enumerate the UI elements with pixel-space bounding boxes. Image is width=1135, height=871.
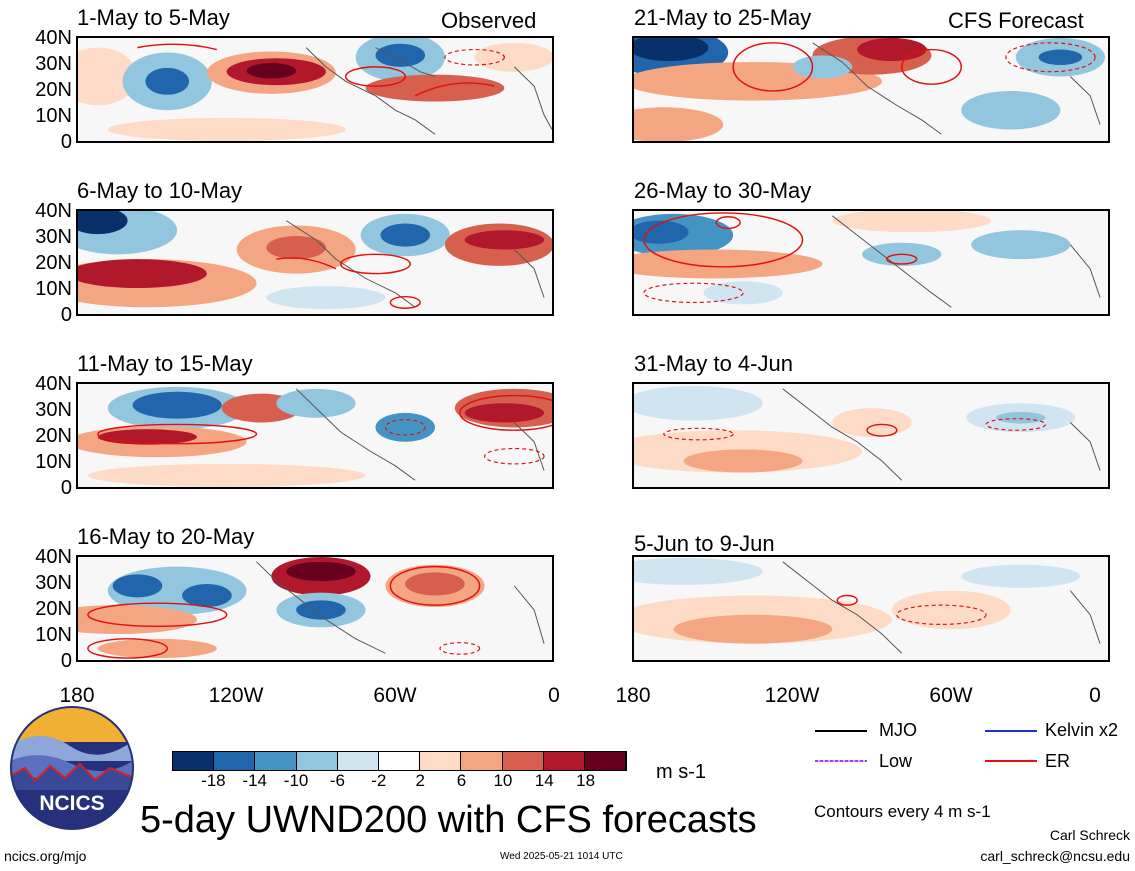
y-tick-label: 0 — [60, 477, 72, 499]
colorbar-tick-label: 18 — [576, 771, 596, 790]
y-tick-label: 30N — [35, 572, 72, 594]
colorbar-swatch — [461, 752, 503, 770]
colorbar-swatch — [502, 752, 544, 770]
forecast-tag: CFS Forecast — [948, 8, 1084, 33]
map-panel — [632, 209, 1110, 316]
x-tick-label: 180 — [59, 684, 95, 707]
colorbar-tick-label: -2 — [371, 771, 387, 790]
panel-title: 21-May to 25-May — [634, 5, 812, 30]
y-tick-label: 0 — [60, 131, 72, 153]
contour-note: Contours every 4 m s-1 — [814, 802, 991, 821]
colorbar-tick-label: 14 — [534, 771, 554, 790]
colorbar-tick-label: 2 — [415, 771, 425, 790]
panel-title: 26-May to 30-May — [634, 178, 812, 203]
y-tick-label: 0 — [60, 304, 72, 326]
logo-icon: NCICS — [10, 706, 134, 830]
colorbar-boxes — [172, 751, 627, 771]
colorbar-swatch — [296, 752, 338, 770]
colorbar-swatch — [420, 752, 462, 770]
x-tick-label: 120W — [208, 684, 264, 707]
wind-anomaly-field — [634, 211, 1108, 314]
wind-anomaly-field — [78, 557, 552, 660]
legend-swatch-low — [815, 760, 867, 762]
logo-text: NCICS — [39, 792, 104, 815]
x-tick-label: 0 — [548, 684, 560, 707]
panel-title: 11-May to 15-May — [77, 351, 253, 376]
colorbar-tick-label: -18 — [201, 771, 226, 790]
colorbar-swatch — [543, 752, 585, 770]
map-panel — [632, 36, 1110, 143]
panel-title: 1-May to 5-May — [77, 5, 230, 30]
wind-anomaly-field — [78, 38, 552, 141]
colorbar-tick-label: -6 — [329, 771, 346, 790]
colorbar-tick-label: -14 — [242, 771, 267, 790]
colorbar-swatch — [584, 752, 627, 770]
panel-title: 6-May to 10-May — [77, 178, 243, 203]
wind-anomaly-field — [78, 211, 552, 314]
wind-anomaly-field — [634, 557, 1108, 660]
colorbar-swatch — [214, 752, 256, 770]
wind-anomaly-field — [78, 384, 552, 487]
ncics-logo: NCICS — [10, 706, 134, 830]
source-url: ncics.org/mjo — [4, 848, 87, 864]
legend-swatch-mjo — [815, 730, 867, 732]
panel-title: 16-May to 20-May — [77, 524, 255, 549]
y-tick-label: 10N — [35, 278, 72, 300]
x-tick-label: 180 — [615, 684, 651, 707]
legend-swatch-er — [985, 760, 1037, 762]
wind-anomaly-field — [634, 38, 1108, 141]
legend-swatch-kelvin — [985, 730, 1037, 732]
colorbar-tick-label: -10 — [283, 771, 309, 790]
map-panel — [632, 555, 1110, 662]
y-tick-label: 40N — [35, 200, 72, 222]
y-tick-label: 10N — [35, 624, 72, 646]
map-panel — [76, 555, 554, 662]
timestamp: Wed 2025-05-21 1014 UTC — [500, 851, 623, 862]
y-tick-label: 30N — [35, 53, 72, 75]
colorbar-tick-label: 6 — [456, 771, 467, 790]
map-panel — [76, 209, 554, 316]
legend-label-mjo: MJO — [879, 720, 917, 740]
y-tick-label: 10N — [35, 105, 72, 127]
colorbar-units: m s-1 — [656, 761, 706, 783]
observed-tag: Observed — [441, 8, 537, 33]
author-email: carl_schreck@ncsu.edu — [980, 848, 1130, 864]
y-tick-label: 20N — [35, 252, 72, 274]
y-tick-label: 40N — [35, 373, 72, 395]
legend-label-low: Low — [879, 751, 913, 771]
map-panel — [76, 36, 554, 143]
y-tick-label: 10N — [35, 451, 72, 473]
y-tick-label: 20N — [35, 425, 72, 447]
map-panel — [632, 382, 1110, 489]
panel-title: 5-Jun to 9-Jun — [634, 531, 775, 556]
x-tick-label: 60W — [929, 684, 973, 707]
main-title: 5-day UWND200 with CFS forecasts — [140, 799, 757, 841]
x-tick-label: 0 — [1089, 684, 1101, 707]
legend-label-kelvin: Kelvin x2 — [1045, 720, 1119, 740]
wind-anomaly-field — [634, 384, 1108, 487]
y-tick-label: 20N — [35, 79, 72, 101]
x-tick-label: 120W — [764, 684, 820, 707]
map-panel — [76, 382, 554, 489]
y-tick-label: 30N — [35, 226, 72, 248]
colorbar-tick-label: 10 — [493, 771, 513, 790]
panel-title: 31-May to 4-Jun — [634, 351, 793, 376]
y-tick-label: 30N — [35, 399, 72, 421]
colorbar-swatch — [255, 752, 297, 770]
y-tick-label: 40N — [35, 546, 72, 568]
y-tick-label: 20N — [35, 598, 72, 620]
author-name: Carl Schreck — [1049, 827, 1130, 843]
colorbar-swatch — [378, 752, 421, 770]
y-tick-label: 0 — [60, 650, 72, 672]
x-tick-label: 60W — [373, 684, 417, 707]
colorbar-swatch — [337, 752, 379, 770]
y-tick-label: 40N — [35, 27, 72, 49]
colorbar-swatch — [173, 752, 215, 770]
legend-label-er: ER — [1045, 751, 1071, 771]
